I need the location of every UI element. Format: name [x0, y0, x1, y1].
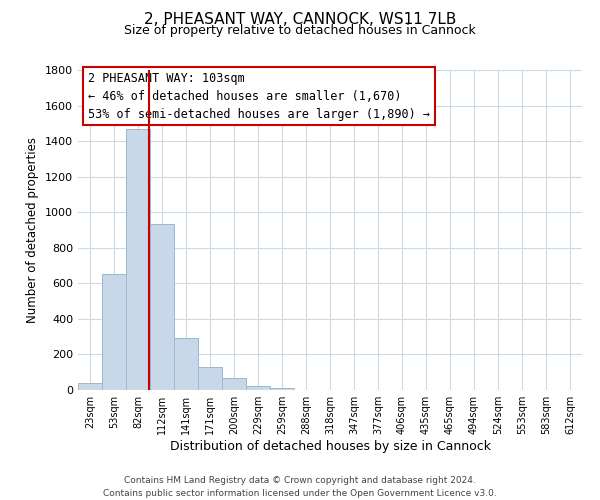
- X-axis label: Distribution of detached houses by size in Cannock: Distribution of detached houses by size …: [170, 440, 491, 453]
- Bar: [246, 386, 270, 390]
- Bar: [198, 367, 222, 390]
- Bar: [270, 388, 294, 390]
- Bar: [222, 378, 246, 390]
- Bar: [78, 383, 102, 390]
- Y-axis label: Number of detached properties: Number of detached properties: [26, 137, 40, 323]
- Text: Contains HM Land Registry data © Crown copyright and database right 2024.
Contai: Contains HM Land Registry data © Crown c…: [103, 476, 497, 498]
- Text: 2 PHEASANT WAY: 103sqm
← 46% of detached houses are smaller (1,670)
53% of semi-: 2 PHEASANT WAY: 103sqm ← 46% of detached…: [88, 72, 430, 120]
- Bar: [102, 274, 126, 390]
- Text: Size of property relative to detached houses in Cannock: Size of property relative to detached ho…: [124, 24, 476, 37]
- Text: 2, PHEASANT WAY, CANNOCK, WS11 7LB: 2, PHEASANT WAY, CANNOCK, WS11 7LB: [144, 12, 456, 28]
- Bar: [150, 224, 174, 390]
- Bar: [126, 128, 150, 390]
- Bar: [174, 338, 198, 390]
